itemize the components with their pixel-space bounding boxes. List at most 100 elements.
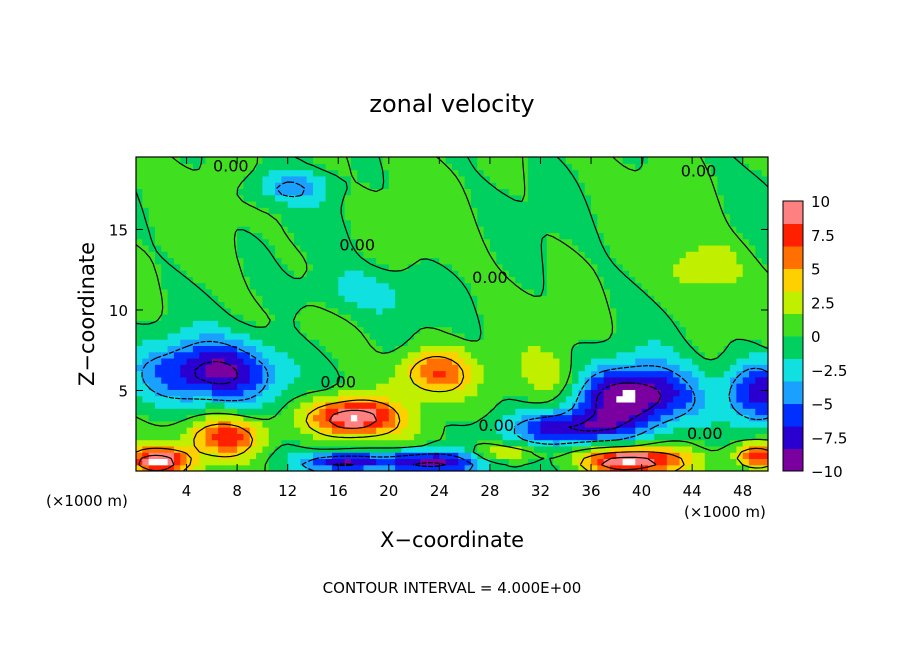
field-cell [426,345,434,353]
field-cell [502,288,510,296]
field-cell [350,401,358,409]
field-cell [388,251,396,259]
field-cell [407,219,415,227]
field-cell [350,301,358,309]
field-cell [452,370,459,378]
field-cell [249,439,257,447]
field-cell [363,207,371,215]
field-cell [565,157,573,164]
field-cell [319,270,327,277]
field-cell [376,163,384,171]
field-cell [692,200,700,208]
field-cell [553,439,561,447]
field-cell [704,301,712,309]
field-cell [603,276,611,284]
field-cell [521,175,529,183]
field-cell [426,200,434,208]
field-cell [723,244,731,252]
field-cell [508,345,516,353]
field-cell [357,301,365,309]
field-cell [540,288,548,296]
field-cell [717,251,725,259]
field-cell [761,288,768,296]
field-cell [540,270,548,277]
field-cell [761,439,768,447]
field-cell [173,200,181,208]
field-cell [572,270,579,277]
field-cell [344,307,352,315]
field-cell [496,213,504,221]
field-cell [635,182,643,189]
field-cell [331,288,339,296]
field-cell [376,433,384,441]
field-cell [256,307,263,315]
field-cell [230,464,238,471]
field-cell [237,238,245,246]
field-cell [186,213,194,221]
field-cell [376,420,384,428]
field-cell [180,157,188,164]
field-cell [578,383,586,390]
field-cell [666,182,674,189]
field-cell [647,364,655,372]
field-cell [445,307,453,315]
field-cell [154,414,162,422]
field-cell [742,320,750,328]
field-cell [477,433,485,441]
field-cell [565,326,573,334]
field-cell [312,251,320,259]
field-cell [445,213,453,221]
field-cell [755,188,763,196]
field-cell [167,188,175,196]
field-cell [268,314,276,321]
field-cell [439,445,447,453]
field-cell [692,157,700,164]
field-cell [167,182,175,189]
field-cell [445,389,453,397]
field-cell [673,182,681,189]
field-cell [496,276,504,284]
field-cell [521,339,529,346]
field-cell [439,357,447,365]
field-cell [692,194,700,202]
field-cell [382,163,390,171]
field-cell [502,182,510,189]
field-cell [173,251,181,259]
field-cell [591,282,598,290]
field-cell [161,175,169,183]
field-cell [597,257,605,265]
field-cell [256,452,263,460]
field-cell [534,238,542,246]
field-cell [319,395,327,403]
field-cell [502,439,510,447]
field-cell [426,433,434,441]
field-cell [540,301,548,309]
field-cell [287,157,295,164]
field-cell [565,200,573,208]
field-cell [660,182,668,189]
field-cell [205,213,213,221]
field-cell [685,200,693,208]
field-cell [287,200,295,208]
field-cell [660,188,668,196]
field-cell [312,439,320,447]
field-cell [161,226,169,233]
field-cell [470,288,478,296]
field-cell [477,395,485,403]
field-cell [148,276,156,284]
field-cell [376,376,384,384]
field-cell [496,408,504,416]
field-cell [211,376,219,384]
field-cell [464,307,472,315]
field-cell [622,307,630,315]
field-cell [458,414,466,422]
field-cell [357,452,365,460]
field-cell [344,200,352,208]
field-cell [635,314,643,321]
field-cell [761,213,768,221]
field-cell [382,364,390,372]
field-cell [154,389,162,397]
field-cell [496,395,504,403]
field-cell [641,351,649,359]
field-cell [723,351,731,359]
